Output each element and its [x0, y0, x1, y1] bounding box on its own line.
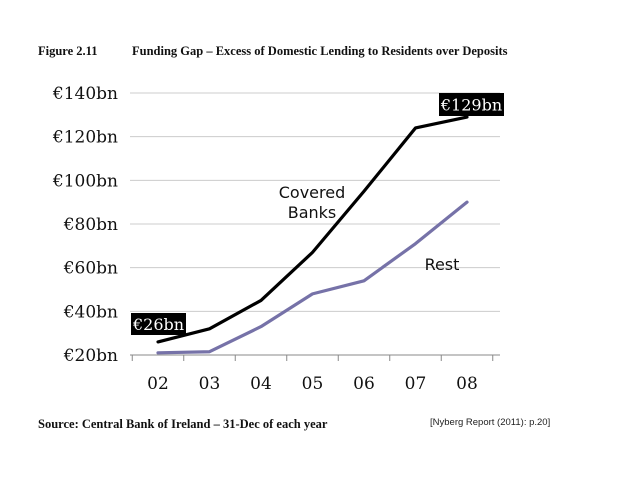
- callouts: €26bn €129bn: [131, 93, 504, 335]
- y-tick-label: €120bn: [52, 128, 118, 148]
- y-tick-label: €60bn: [63, 259, 118, 279]
- figure-number: Figure 2.11: [38, 44, 98, 58]
- y-tick-label: €40bn: [63, 302, 118, 322]
- y-tick-label: €20bn: [63, 346, 118, 366]
- axes: €20bn €40bn €60bn €80bn €100bn €120bn €140bn 02…: [52, 84, 500, 394]
- x-tick-label: 04: [250, 374, 272, 394]
- series-lines: [156, 115, 469, 355]
- x-tick-label: 02: [147, 374, 169, 394]
- y-tick-label: €80bn: [63, 215, 118, 235]
- y-tick-label: €140bn: [52, 84, 118, 104]
- x-tick-label: 06: [353, 374, 375, 394]
- x-tick-label: 05: [302, 374, 324, 394]
- source-note: Source: Central Bank of Ireland – 31-Dec…: [38, 417, 328, 431]
- citation: [Nyberg Report (2011): p.20]: [430, 417, 551, 428]
- series-line-rest: [156, 200, 469, 355]
- callout-label: €129bn: [440, 96, 502, 115]
- callout-label: €26bn: [132, 315, 184, 334]
- figure-title: Funding Gap – Excess of Domestic Lending…: [132, 44, 508, 58]
- series-label: Banks: [288, 203, 337, 222]
- series-label: Covered: [279, 183, 346, 202]
- series-label: Rest: [425, 255, 460, 274]
- series-line-covered-banks: [156, 115, 469, 344]
- callout-box: [131, 313, 186, 335]
- callout-box: [439, 93, 504, 116]
- x-tick-label: 07: [405, 374, 427, 394]
- y-tick-label: €100bn: [52, 171, 118, 191]
- x-tick-label: 03: [199, 374, 221, 394]
- x-tick-label: 08: [456, 374, 478, 394]
